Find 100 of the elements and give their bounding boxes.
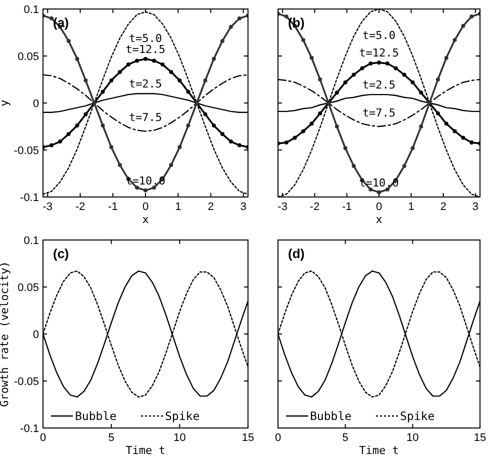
legend-label: Bubble xyxy=(75,409,117,423)
point xyxy=(237,16,242,20)
series-label: t=12.5 xyxy=(359,46,399,60)
x-tick-label: 15 xyxy=(242,432,254,444)
point xyxy=(436,111,440,116)
point xyxy=(352,164,356,168)
point xyxy=(66,38,71,43)
point xyxy=(126,62,130,66)
x-tick-label: -2 xyxy=(75,201,86,213)
point xyxy=(134,58,139,63)
point xyxy=(237,143,242,148)
point xyxy=(461,24,466,28)
point xyxy=(50,143,54,148)
x-axis-title: Time t xyxy=(126,444,166,457)
series-label: t=5.0 xyxy=(362,29,396,42)
point xyxy=(444,56,448,60)
point xyxy=(152,58,156,63)
x-tick-label: 2 xyxy=(440,201,446,213)
x-tick-label: -3 xyxy=(278,201,288,213)
point xyxy=(66,132,71,136)
point xyxy=(118,70,122,74)
series-label: t=2.5 xyxy=(362,78,396,92)
point xyxy=(410,80,415,84)
x-tick-label: 3 xyxy=(472,201,479,213)
point xyxy=(444,122,448,126)
point xyxy=(470,140,474,144)
series-label: t=2.5 xyxy=(128,78,162,91)
x-tick-label: 15 xyxy=(474,432,486,444)
y-tick-label: 0.05 xyxy=(18,282,39,294)
point xyxy=(343,80,348,84)
y-tick-label: 0 xyxy=(32,329,39,341)
point xyxy=(100,124,105,128)
y-tick-label: -0.1 xyxy=(20,423,39,435)
point xyxy=(212,124,216,128)
point xyxy=(178,78,182,82)
point xyxy=(84,112,88,116)
y-tick-label: -0.05 xyxy=(14,376,39,388)
series-label: t=7.5 xyxy=(362,106,396,120)
series-label: t=7.5 xyxy=(128,111,162,124)
y-tick-label: 0.1 xyxy=(24,4,39,16)
point xyxy=(292,136,297,140)
point xyxy=(318,78,322,82)
x-tick-label: 2 xyxy=(208,201,214,213)
legend-label: Bubble xyxy=(310,409,352,423)
x-tick-label: -3 xyxy=(42,201,53,213)
point xyxy=(334,90,339,95)
x-tick-label: 3 xyxy=(240,201,246,213)
x-tick-label: 5 xyxy=(108,432,114,444)
point xyxy=(212,56,216,61)
x-tick-label: 10 xyxy=(406,432,419,444)
point xyxy=(284,14,288,19)
point xyxy=(186,90,190,94)
point xyxy=(310,56,314,60)
x-tick-label: 1 xyxy=(408,201,414,213)
y-tick-label: 0 xyxy=(32,98,39,110)
series-label: t=5.0 xyxy=(128,32,162,45)
point xyxy=(352,72,356,77)
point xyxy=(368,62,373,66)
point xyxy=(402,72,406,77)
x-tick-label: 0 xyxy=(376,201,382,213)
point xyxy=(109,145,114,150)
point xyxy=(301,38,306,42)
text: (c) xyxy=(53,246,69,261)
x-axis-title: Time t xyxy=(359,444,399,457)
point xyxy=(377,190,381,194)
point xyxy=(203,78,208,82)
point xyxy=(144,56,148,61)
point xyxy=(318,111,322,116)
point xyxy=(84,78,88,82)
point xyxy=(50,16,54,20)
point xyxy=(109,78,114,82)
point xyxy=(360,66,364,70)
point xyxy=(169,163,174,168)
point xyxy=(228,24,233,29)
x-tick-label: 5 xyxy=(342,432,348,444)
point xyxy=(178,145,182,150)
point xyxy=(144,188,148,192)
x-axis-title: x xyxy=(142,213,150,226)
point xyxy=(186,124,190,128)
legend-label: Spike xyxy=(400,409,435,423)
point xyxy=(419,90,424,95)
point xyxy=(203,112,208,116)
point xyxy=(419,124,424,128)
point xyxy=(169,70,174,74)
point xyxy=(228,140,233,144)
point xyxy=(118,163,122,168)
y-axis-title: y xyxy=(0,99,11,106)
text: (d) xyxy=(288,246,305,261)
point xyxy=(220,38,224,43)
point xyxy=(160,62,165,66)
x-tick-label: 10 xyxy=(174,432,186,444)
x-tick-label: -2 xyxy=(310,201,320,213)
point xyxy=(343,146,348,150)
point xyxy=(301,129,306,134)
point xyxy=(284,140,288,144)
point xyxy=(377,60,381,65)
point xyxy=(461,136,466,140)
y-tick-label: -0.1 xyxy=(20,192,39,204)
x-tick-label: -1 xyxy=(342,201,352,213)
x-tick-label: 1 xyxy=(175,201,182,213)
